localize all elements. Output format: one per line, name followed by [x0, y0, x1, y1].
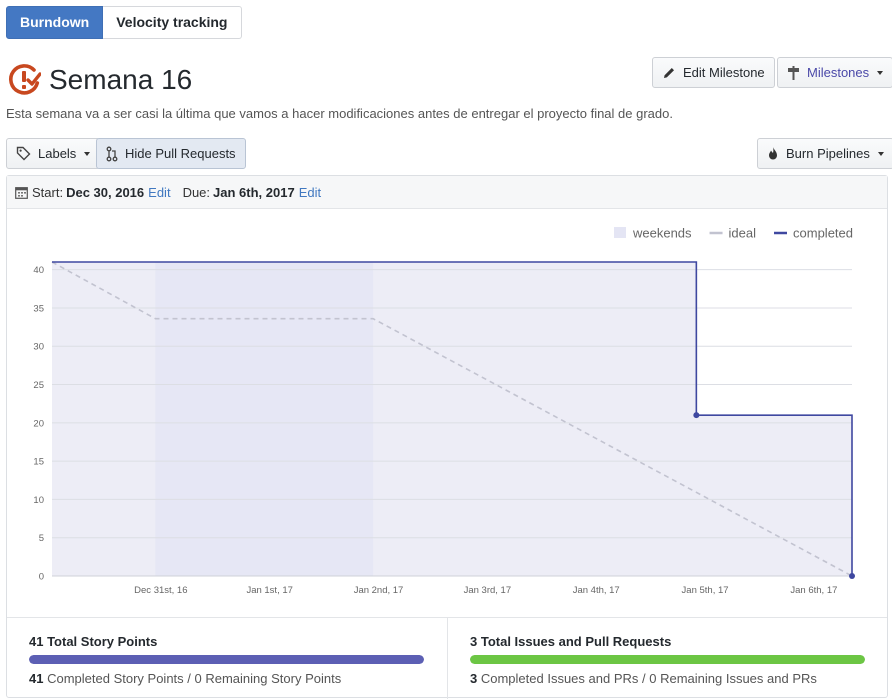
- hide-pull-requests-label: Hide Pull Requests: [125, 146, 236, 161]
- pull-request-icon: [106, 146, 118, 161]
- flame-icon: [769, 147, 777, 160]
- labels-label: Labels: [38, 146, 77, 161]
- x-tick-2: Jan 1st, 17: [246, 585, 292, 596]
- issues-detail: 3 Completed Issues and PRs / 0 Remaining…: [470, 671, 817, 686]
- view-tabs: Burndown Velocity tracking: [6, 6, 242, 39]
- issues-completed-count: 3: [470, 671, 478, 686]
- legend-swatch-weekends: [614, 227, 626, 238]
- issues-title: 3 Total Issues and Pull Requests: [470, 634, 672, 649]
- chevron-down-icon: [84, 151, 91, 156]
- completed-marker-0: [693, 412, 700, 419]
- story-points-progress-fill: [29, 655, 424, 664]
- x-tick-6: Jan 5th, 17: [682, 585, 729, 596]
- chevron-down-icon: [877, 70, 884, 75]
- start-label: Start:: [32, 184, 64, 200]
- y-tick-5: 5: [39, 533, 44, 544]
- legend-label-completed: completed: [793, 226, 853, 241]
- legend-label-ideal: ideal: [729, 226, 757, 241]
- due-label: Due:: [182, 184, 211, 200]
- issues-remaining-text: / 0 Remaining Issues and PRs: [642, 671, 817, 686]
- edit-start-link[interactable]: Edit: [148, 184, 171, 200]
- signpost-icon: [788, 65, 799, 80]
- weekend-band-0: [155, 262, 374, 576]
- story-points-progress: [29, 655, 424, 664]
- labels-dropdown[interactable]: Labels: [6, 138, 101, 169]
- y-tick-40: 40: [33, 265, 44, 276]
- x-tick-1: Dec 31st, 16: [134, 585, 187, 596]
- x-tick-5: Jan 4th, 17: [573, 585, 620, 596]
- chevron-down-icon: [877, 151, 884, 156]
- hide-pull-requests-button[interactable]: Hide Pull Requests: [96, 138, 246, 169]
- milestone-status-icon: [9, 64, 41, 95]
- tag-icon: [16, 146, 31, 161]
- story-points-completed-count: 41: [29, 671, 44, 686]
- story-points-summary: 41 Total Story Points 41 Completed Story…: [7, 618, 447, 699]
- start-date: Dec 30, 2016: [66, 184, 145, 200]
- burn-pipelines-label: Burn Pipelines: [786, 146, 870, 161]
- story-points-title: 41 Total Story Points: [29, 634, 158, 649]
- x-tick-7: Jan 6th, 17: [790, 585, 837, 596]
- issues-progress-fill: [470, 655, 865, 664]
- y-tick-25: 25: [33, 380, 44, 391]
- calendar-icon: [15, 186, 28, 199]
- completed-marker-1: [849, 573, 855, 579]
- issues-completed-text: Completed Issues and PRs: [480, 671, 639, 686]
- edit-milestone-button[interactable]: Edit Milestone: [652, 57, 775, 88]
- milestone-title: Semana 16: [49, 64, 193, 95]
- milestone-description: Esta semana va a ser casi la última que …: [6, 106, 673, 121]
- y-tick-30: 30: [33, 342, 44, 353]
- burn-pipelines-dropdown[interactable]: Burn Pipelines: [757, 138, 892, 169]
- y-tick-0: 0: [39, 572, 44, 583]
- summary-stats: 41 Total Story Points 41 Completed Story…: [7, 617, 887, 699]
- story-points-detail: 41 Completed Story Points / 0 Remaining …: [29, 671, 341, 686]
- y-tick-35: 35: [33, 303, 44, 314]
- legend-label-weekends: weekends: [632, 226, 692, 241]
- y-tick-10: 10: [33, 495, 44, 506]
- milestones-label: Milestones: [807, 65, 870, 80]
- tab-velocity-tracking[interactable]: Velocity tracking: [103, 6, 242, 39]
- burndown-panel: Start: Dec 30, 2016 Edit Due: Jan 6th, 2…: [6, 175, 888, 699]
- pencil-icon: [664, 67, 674, 78]
- story-points-completed-text: Completed Story Points: [47, 671, 184, 686]
- tab-burndown[interactable]: Burndown: [6, 6, 104, 39]
- date-bar: Start: Dec 30, 2016 Edit Due: Jan 6th, 2…: [7, 176, 887, 209]
- y-tick-15: 15: [33, 457, 44, 468]
- issues-summary: 3 Total Issues and Pull Requests 3 Compl…: [447, 618, 887, 699]
- edit-due-link[interactable]: Edit: [298, 184, 322, 200]
- edit-milestone-label: Edit Milestone: [683, 65, 765, 80]
- burndown-chart: 0 5 10 15 20 25 30 35 40 Dec 31st, 16 Jan 1st, 17 J…: [33, 226, 855, 596]
- x-tick-4: Jan 3rd, 17: [464, 585, 512, 596]
- due-date: Jan 6th, 2017: [213, 184, 295, 200]
- story-points-remaining-text: / 0 Remaining Story Points: [187, 671, 342, 686]
- milestones-dropdown[interactable]: Milestones: [777, 57, 892, 88]
- ideal-line: [51, 261, 853, 577]
- y-tick-20: 20: [33, 418, 44, 429]
- issues-progress: [470, 655, 865, 664]
- x-tick-3: Jan 2nd, 17: [354, 585, 404, 596]
